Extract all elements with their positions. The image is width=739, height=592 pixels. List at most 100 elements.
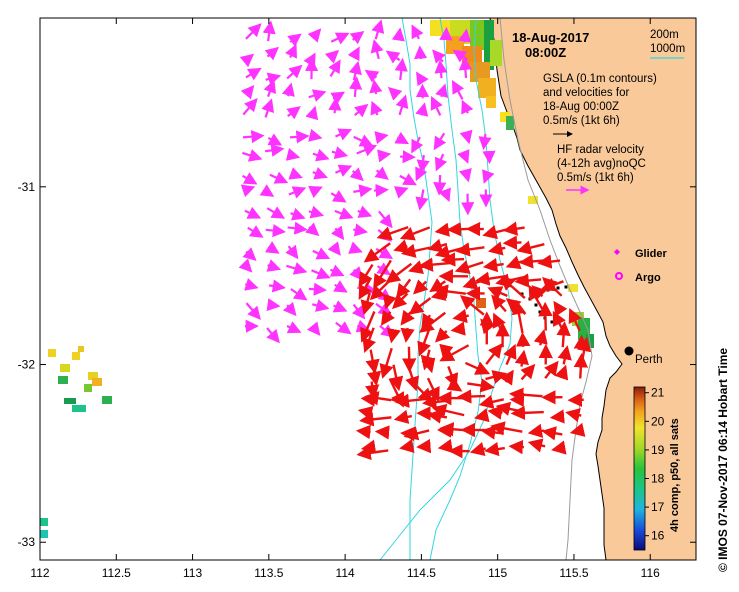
hf-radar-vector xyxy=(386,327,401,344)
altimetry-velocity-vectors xyxy=(238,19,496,344)
hf-radar-vector xyxy=(482,257,504,273)
glider-track-point xyxy=(564,285,568,289)
hf-radar-vector xyxy=(549,409,565,424)
hf-radar-vector xyxy=(403,426,430,441)
altimetry-vector xyxy=(330,32,350,45)
altimetry-vector xyxy=(353,134,374,147)
altimetry-vector xyxy=(328,97,342,114)
x-tick-label: 113.5 xyxy=(254,566,283,580)
hf-radar-vector xyxy=(389,364,404,392)
altimetry-vector xyxy=(245,67,262,81)
hf-radar-vector xyxy=(473,408,490,423)
altimetry-vector xyxy=(286,321,302,334)
hf-radar-vector xyxy=(551,440,567,455)
altimetry-vector xyxy=(458,28,472,43)
altimetry-vector xyxy=(308,205,325,219)
hf-radar-vector xyxy=(437,438,454,454)
altimetry-vector xyxy=(263,79,277,98)
altimetry-vector xyxy=(288,167,303,180)
altimetry-vector xyxy=(458,56,472,79)
altimetry-vector xyxy=(287,221,308,235)
hf-radar-vector xyxy=(358,264,374,288)
altimetry-vector xyxy=(290,207,306,221)
altimetry-vector xyxy=(305,222,320,237)
hf-radar-vector xyxy=(485,343,503,365)
argo-legend-label: Argo xyxy=(635,272,661,284)
hf-radar-vector xyxy=(369,276,395,301)
hf-radar-vector xyxy=(502,235,522,250)
altimetry-vector xyxy=(268,279,286,293)
x-tick-label: 114.5 xyxy=(407,566,436,580)
altimetry-vector xyxy=(369,79,383,95)
altimetry-vector xyxy=(415,102,429,117)
hf-radar-vector xyxy=(421,357,436,374)
y-axis: -31 -32 -33 xyxy=(18,180,696,549)
altimetry-vector xyxy=(244,278,259,291)
sst-patch-west xyxy=(40,346,112,538)
perth-label: Perth xyxy=(635,354,663,366)
glider-track-point xyxy=(534,303,538,307)
altimetry-vector xyxy=(264,143,285,157)
altimetry-vector xyxy=(311,267,331,280)
hf-radar-vector xyxy=(520,363,536,381)
altimetry-vector xyxy=(415,166,428,182)
altimetry-vector xyxy=(244,206,262,219)
hf-radar-vector xyxy=(360,439,377,454)
altimetry-vector xyxy=(335,164,353,177)
glider-track-point xyxy=(538,310,542,314)
altimetry-vector xyxy=(457,149,470,164)
altimetry-vector xyxy=(354,103,369,118)
hf-radar-vector xyxy=(400,243,431,258)
gsla-note-line-2: and velocities for xyxy=(543,87,629,99)
altimetry-vector xyxy=(370,39,384,60)
altimetry-vector xyxy=(335,128,353,141)
argo-legend-icon xyxy=(615,272,623,280)
x-tick-label: 112.5 xyxy=(102,566,131,580)
altimetry-vector xyxy=(370,100,383,116)
altimetry-vector xyxy=(434,153,448,172)
glider-track-point xyxy=(556,286,560,290)
altimetry-vector xyxy=(240,85,255,100)
glider-track-point xyxy=(546,288,550,292)
hf-radar-vector xyxy=(478,394,505,409)
altimetry-vector xyxy=(242,172,258,185)
hf-radar-vector xyxy=(502,221,525,236)
hf-radar-vector xyxy=(417,329,431,357)
altimetry-vector xyxy=(290,287,308,301)
colorbar-ticks: 21 20 19 18 17 16 xyxy=(645,386,665,543)
altimetry-vector xyxy=(353,223,369,237)
altimetry-vector xyxy=(308,128,323,142)
altimetry-vector xyxy=(242,247,257,261)
altimetry-vector xyxy=(378,210,393,229)
hf-radar-vector xyxy=(484,441,505,457)
altimetry-vector xyxy=(266,298,281,312)
altimetry-vector xyxy=(266,206,286,219)
hf-radar-vector xyxy=(400,309,415,326)
altimetry-vector xyxy=(374,166,389,180)
hf-radar-vector xyxy=(399,226,431,241)
gsla-note-line-4: 0.5m/s (1kt 6h) xyxy=(543,115,620,127)
altimetry-vector xyxy=(265,223,286,238)
hf-note-line-1: HF radar velocity xyxy=(557,144,644,156)
x-tick-label: 112 xyxy=(30,566,49,580)
altimetry-vector xyxy=(266,327,280,344)
altimetry-vector xyxy=(327,241,341,256)
hf-radar-vector xyxy=(467,378,495,393)
x-tick-label: 116 xyxy=(641,566,660,580)
colorbar-tick-label: 18 xyxy=(651,472,665,486)
altimetry-vector xyxy=(356,144,378,157)
hf-radar-vector xyxy=(527,438,546,453)
altimetry-vector xyxy=(438,187,451,203)
altimetry-vector xyxy=(430,96,443,116)
hf-radar-vector xyxy=(374,425,390,440)
y-tick-label: -33 xyxy=(18,535,36,549)
hf-radar-vector xyxy=(455,242,485,257)
altimetry-vector xyxy=(353,184,373,198)
glider-legend-label: Glider xyxy=(635,248,668,260)
hf-radar-vector xyxy=(359,412,392,427)
altimetry-vector xyxy=(399,173,417,186)
altimetry-vector xyxy=(439,26,453,41)
contour-legend-1000m: 1000m xyxy=(650,43,685,55)
hf-radar-vector xyxy=(469,442,486,457)
altimetry-vector xyxy=(285,244,299,260)
